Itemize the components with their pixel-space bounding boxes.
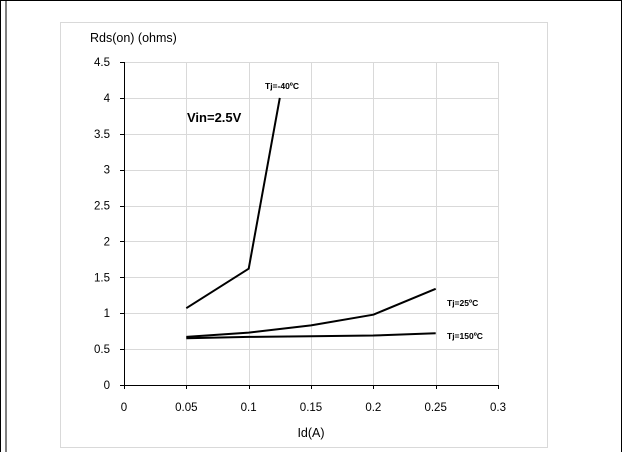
x-tick-label: 0.15	[300, 402, 322, 414]
series-layer	[185, 97, 437, 340]
axes-layer: 0 0.5 1 1.5 2 2.5 3 3.5 4 4.5 0 0.05 0.1 0.15 0.2 0.25 0…	[94, 57, 506, 414]
x-tick-label: 0.05	[175, 402, 197, 414]
y-tick-label: 2	[104, 236, 110, 248]
grid-layer	[124, 62, 499, 385]
x-tick-label: 0.1	[241, 402, 257, 414]
y-axis-title: Rds(on) (ohms)	[90, 31, 177, 45]
y-tick-label: 0	[104, 380, 110, 392]
x-tick-label: 0.25	[424, 402, 446, 414]
series-line-1	[186, 287, 437, 338]
y-tick-label: 0.5	[94, 344, 110, 356]
x-axis-title: Id(A)	[297, 426, 324, 440]
series-label-tj-150: Tj=150ºC	[447, 331, 483, 341]
x-tick-label: 0	[121, 402, 127, 414]
y-tick-label: 1	[104, 308, 110, 320]
series-line-0	[185, 97, 281, 310]
vin-annotation: Vin=2.5V	[187, 110, 242, 125]
series-label-tj-25: Tj=25ºC	[447, 298, 478, 308]
y-tick-label: 2.5	[94, 201, 110, 213]
chart-frame	[60, 22, 548, 448]
x-tick-label: 0.3	[490, 402, 506, 414]
series-label-tj-minus40: Tj=-40ºC	[265, 81, 299, 91]
y-tick-label: 4.5	[94, 57, 110, 69]
x-tick-label: 0.2	[365, 402, 381, 414]
y-tick-label: 4	[104, 93, 111, 105]
y-tick-label: 1.5	[94, 272, 110, 284]
series-line-2	[186, 332, 436, 340]
y-tick-label: 3	[104, 165, 110, 177]
y-tick-label: 3.5	[94, 129, 110, 141]
